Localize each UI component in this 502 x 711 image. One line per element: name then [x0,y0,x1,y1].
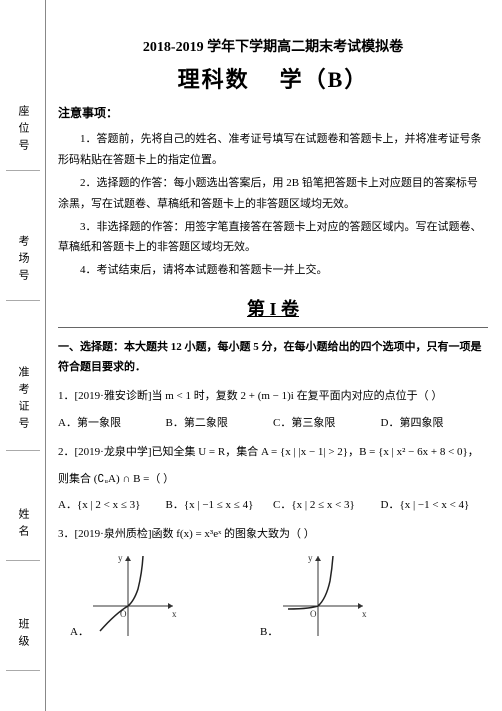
graph-label-b: B． [260,623,278,639]
sidebar-label-room: 考场号 [6,230,40,290]
option-d: D．{x | −1 < x < 4} [381,495,489,516]
sidebar-divider [6,450,40,451]
option-a: A．第一象限 [58,413,166,434]
svg-text:y: y [118,553,123,563]
section-1-header: 第 I 卷 [58,295,488,328]
sidebar-label-id: 准考证号 [6,360,40,440]
option-b: B．{x | −1 ≤ x ≤ 4} [166,495,274,516]
sidebar-divider [6,560,40,561]
question-2-options: A．{x | 2 < x ≤ 3} B．{x | −1 ≤ x ≤ 4} C．{… [58,495,488,516]
svg-text:y: y [308,553,313,563]
svg-text:x: x [172,609,177,619]
graph-option-a: A． x y O [88,551,178,641]
question-3-graphs: A． x y O B． x y O [58,551,488,641]
sidebar-divider [6,170,40,171]
option-a: A．{x | 2 < x ≤ 3} [58,495,166,516]
notice-item: 3．非选择题的作答：用签字笔直接答在答题卡上对应的答题区域内。写在试题卷、草稿纸… [58,217,488,259]
sidebar-divider [6,670,40,671]
question-1-options: A．第一象限 B．第二象限 C．第三象限 D．第四象限 [58,413,488,434]
option-c: C．{x | 2 ≤ x < 3} [273,495,381,516]
option-b: B．第二象限 [166,413,274,434]
notice-item: 2．选择题的作答：每小题选出答案后，用 2B 铅笔把答题卡上对应题目的答案标号涂… [58,173,488,215]
sidebar-label-class: 班级 [6,610,40,660]
notice-item: 1．答题前，先将自己的姓名、准考证号填写在试题卷和答题卡上，并将准考证号条形码粘… [58,129,488,171]
sidebar-label-name: 姓名 [6,500,40,550]
svg-text:x: x [362,609,367,619]
option-d: D．第四象限 [381,413,489,434]
notice-item: 4．考试结束后，请将本试题卷和答题卡一并上交。 [58,260,488,281]
question-2-text: 2．[2019·龙泉中学]已知全集 U = R，集合 A = {x | |x −… [58,442,488,463]
notice-header: 注意事项： [58,104,488,121]
option-c: C．第三象限 [273,413,381,434]
graph-label-a: A． [70,623,89,639]
binding-sidebar: 座位号 考场号 准考证号 姓名 班级 [0,0,46,711]
graph-a-svg: x y O [88,551,178,641]
svg-text:O: O [310,609,317,619]
section-1-instruction: 一、选择题：本大题共 12 小题，每小题 5 分，在每小题给出的四个选项中，只有… [58,338,488,378]
title-part-b: 学（B） [280,67,369,92]
exam-title-line2: 理科数 学（B） [58,62,488,94]
question-2-text2: 则集合 (∁ᵤA) ∩ B =（ ） [58,469,488,490]
title-part-a: 理科数 [178,67,250,92]
page-content: 2018-2019 学年下学期高二期末考试模拟卷 理科数 学（B） 注意事项： 1… [58,10,488,641]
graph-b-svg: x y O [278,551,368,641]
question-1-text: 1．[2019·雅安诊断]当 m < 1 时，复数 2 + (m − 1)i 在… [58,386,488,407]
sidebar-divider [6,300,40,301]
sidebar-label-seat: 座位号 [6,100,40,160]
exam-title-line1: 2018-2019 学年下学期高二期末考试模拟卷 [58,36,488,56]
graph-option-b: B． x y O [278,551,368,641]
question-3-text: 3．[2019·泉州质检]函数 f(x) = x³eˣ 的图象大致为（ ） [58,524,488,545]
